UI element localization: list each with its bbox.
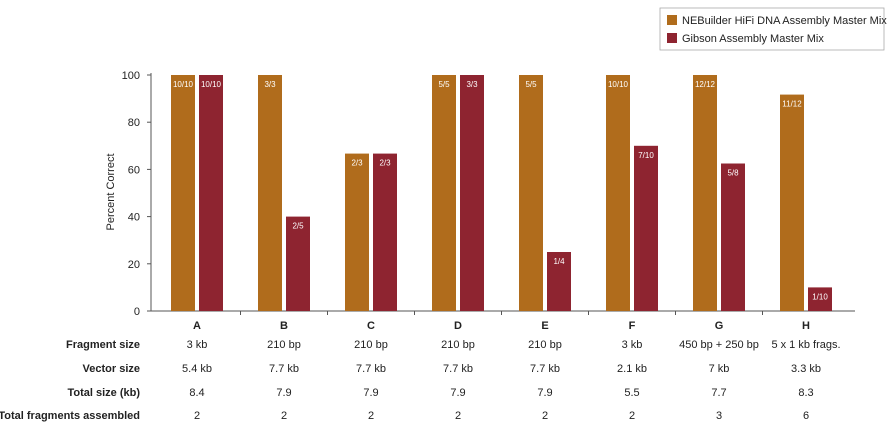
table-cell: 7.7 kb [530, 363, 560, 375]
bar [519, 75, 543, 311]
table-cell: 210 bp [354, 339, 388, 351]
data-label: 3/3 [264, 80, 276, 89]
bar [693, 75, 717, 311]
data-label: 2/3 [351, 159, 363, 168]
table-row-header: Fragment size [66, 339, 140, 351]
data-label: 10/10 [173, 80, 194, 89]
table-cell: 7.7 kb [356, 363, 386, 375]
table-cell: 2 [455, 410, 461, 422]
y-tick-label: 0 [134, 306, 140, 318]
table-cell: 7.9 [537, 387, 552, 399]
table-cell: 210 bp [441, 339, 475, 351]
legend: NEBuilder HiFi DNA Assembly Master Mix Gi… [659, 7, 887, 51]
x-tick-label: G [715, 320, 724, 332]
table-row-header: Vector size [83, 363, 140, 375]
data-label: 5/8 [727, 169, 739, 178]
x-tick-label: E [541, 320, 548, 332]
table-cell: 5 x 1 kb frags. [771, 339, 840, 351]
bar [547, 252, 571, 311]
table-row-header: Total size (kb) [67, 387, 140, 399]
data-label: 10/10 [608, 80, 629, 89]
bar [721, 163, 745, 311]
bar [258, 75, 282, 311]
table-cell: 7.7 kb [443, 363, 473, 375]
data-label: 2/5 [292, 222, 304, 231]
table-cell: 450 bp + 250 bp [679, 339, 759, 351]
table-cell: 2 [368, 410, 374, 422]
table-cell: 2 [629, 410, 635, 422]
table-cell: 7.7 kb [269, 363, 299, 375]
data-label: 10/10 [201, 80, 222, 89]
bar [345, 153, 369, 311]
y-tick-label: 40 [128, 212, 140, 224]
table-cell: 2.1 kb [617, 363, 647, 375]
legend-entry: Gibson Assembly Master Mix [682, 33, 824, 45]
table-cell: 5.5 [624, 387, 639, 399]
legend-swatch [667, 15, 677, 25]
x-tick-label: C [367, 320, 375, 332]
data-label: 2/3 [379, 159, 391, 168]
bar [171, 75, 195, 311]
table-cell: 7.9 [450, 387, 465, 399]
x-tick-label: F [629, 320, 636, 332]
data-label: 1/10 [812, 292, 828, 301]
table-cell: 2 [542, 410, 548, 422]
data-label: 5/5 [438, 80, 450, 89]
table-cell: 7 kb [709, 363, 730, 375]
bar [460, 75, 484, 311]
table-cell: 6 [803, 410, 809, 422]
table-cell: 5.4 kb [182, 363, 212, 375]
table-cell: 3 [716, 410, 722, 422]
y-axis-label: Percent Correct [105, 153, 117, 230]
table-cell: 7.7 [711, 387, 726, 399]
bar [634, 145, 658, 311]
table-cell: 210 bp [528, 339, 562, 351]
x-tick-label: B [280, 320, 288, 332]
data-label: 12/12 [695, 80, 716, 89]
table-cell: 8.3 [798, 387, 813, 399]
y-tick-label: 20 [128, 259, 140, 271]
bar [606, 75, 630, 311]
table-row-header: Total fragments assembled [0, 410, 140, 422]
x-tick-label: A [193, 320, 201, 332]
bar [808, 287, 832, 311]
table-cell: 210 bp [267, 339, 301, 351]
y-tick-label: 80 [128, 117, 140, 129]
data-label: 1/4 [553, 257, 565, 266]
legend-swatch [667, 33, 677, 43]
x-tick-label: D [454, 320, 462, 332]
bar [373, 153, 397, 311]
bar [780, 94, 804, 311]
legend-entry: NEBuilder HiFi DNA Assembly Master Mix [682, 15, 887, 27]
table-cell: 3 kb [187, 339, 208, 351]
data-label: 3/3 [466, 80, 478, 89]
table-cell: 2 [194, 410, 200, 422]
legend-box [659, 7, 885, 51]
table-cell: 7.9 [276, 387, 291, 399]
table-cell: 2 [281, 410, 287, 422]
data-label: 5/5 [525, 80, 537, 89]
data-label: 7/10 [638, 151, 654, 160]
y-tick-label: 100 [122, 70, 140, 82]
table-cell: 8.4 [189, 387, 204, 399]
bars: 10/10 3/3 2/3 5/5 5/5 10/10 12/12 11/12 10/10 2/5… [171, 75, 832, 311]
bar [199, 75, 223, 311]
table-cell: 7.9 [363, 387, 378, 399]
bar [432, 75, 456, 311]
x-tick-label: H [802, 320, 810, 332]
table-cell: 3.3 kb [791, 363, 821, 375]
data-table: Fragment size 3 kb 210 bp 210 bp 210 bp 210 b… [0, 339, 841, 422]
bar [286, 216, 310, 311]
data-label: 11/12 [782, 100, 802, 109]
table-cell: 3 kb [622, 339, 643, 351]
y-tick-label: 60 [128, 164, 140, 176]
